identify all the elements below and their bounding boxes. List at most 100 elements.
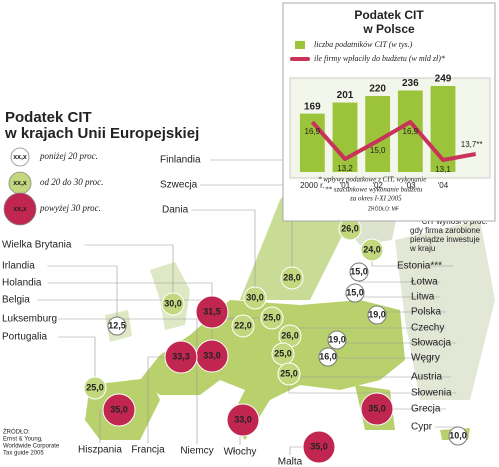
inset-source: ŹRÓDŁO: MF: [368, 205, 399, 212]
country-value: 25,0: [280, 368, 298, 378]
source-line: Worldwide Corporate: [3, 444, 60, 450]
footnote: * wpływy podatkowe z CIT, wykonanie: [318, 176, 426, 184]
country-value: 28,0: [283, 272, 301, 282]
country-name: Dania: [162, 205, 189, 216]
country-bubble: [277, 362, 301, 386]
note-line: pieniądze inwestuje: [410, 235, 480, 244]
country-bubble: [448, 426, 468, 446]
footnote: za okres I-XI 2005: [349, 195, 402, 203]
country-value: 35,0: [310, 441, 328, 451]
source-line: Tax guide 2005: [3, 451, 44, 457]
legend-label: poniżej 20 proc.: [39, 151, 98, 161]
x-tick-label: '01: [340, 181, 351, 190]
country-name: Wielka Brytania: [2, 240, 72, 251]
country-value: 33,0: [203, 350, 221, 360]
line-label: 16,9: [305, 127, 321, 136]
bar: [332, 102, 358, 172]
country-value: 10,0: [449, 430, 467, 440]
country-value: 25,0: [274, 348, 292, 358]
land-east: [395, 220, 495, 400]
bar-label: 249: [435, 74, 452, 85]
country-name: Francja: [131, 445, 165, 456]
leader-line: [47, 265, 118, 326]
x-tick-label: '02: [372, 181, 383, 190]
bar-label: 220: [369, 84, 386, 95]
inset-chart: Podatek CIT w Polsce * wpływy podatkowe …: [282, 2, 496, 222]
legend-label: liczba podatników CIT (w tys.): [314, 40, 413, 49]
inset-title: w Polsce: [362, 22, 415, 36]
country-value: 15,0: [350, 266, 368, 276]
country-value: 35,0: [368, 403, 386, 413]
country-value: 31,5: [203, 306, 221, 316]
country-value: 26,0: [281, 330, 299, 340]
country-bubble: [302, 430, 336, 464]
note-line: *** CIT wynosi 0 proc.: [410, 217, 488, 226]
legend-symbol: xx,x: [13, 206, 27, 213]
country-value: 24,0: [363, 244, 381, 254]
country-bubble: [231, 314, 255, 338]
country-name: Hiszpania: [78, 445, 122, 456]
leader-line: [84, 244, 174, 304]
source-line: ŹRÓDŁO:: [3, 429, 30, 436]
country-value: 30,0: [246, 292, 264, 302]
leader-line: [58, 336, 96, 388]
country-value: 25,0: [86, 382, 104, 392]
country-bubble: [327, 330, 347, 350]
note-line: w kraju: [409, 244, 435, 253]
country-bubble: [164, 340, 198, 374]
country-name: Irlandia: [2, 261, 35, 272]
country-name: Malta: [278, 457, 303, 467]
country-bubble: [360, 392, 394, 426]
line-label: 13,7**: [461, 140, 483, 149]
legend-label: powyżej 30 proc.: [39, 203, 101, 213]
country-bubble: [195, 295, 229, 329]
legend-swatch: [3, 192, 37, 226]
country-name: Finlandia: [160, 155, 201, 166]
country-value: 33,3: [172, 351, 190, 361]
country-name: Węgry: [411, 353, 440, 364]
legend-label: od 20 do 30 proc.: [40, 177, 103, 187]
country-value: 19,0: [368, 309, 386, 319]
legend-symbol: xx,x: [13, 154, 27, 161]
country-name: Niemcy: [180, 446, 213, 457]
source: ŹRÓDŁO: Ernst & Young, Worldwide Corpora…: [3, 429, 60, 457]
country-value: 30,0: [164, 298, 182, 308]
country-name: Słowacja: [411, 338, 451, 349]
country-name: Luksemburg: [2, 314, 57, 325]
country-name: Estonia***: [397, 261, 442, 272]
country-bubble: [318, 347, 338, 367]
x-tick-label: 2000 r.: [300, 181, 324, 190]
country-bubble: [83, 376, 107, 400]
country-name: Grecja: [411, 404, 441, 415]
country-bubble: [226, 403, 260, 437]
line: [310, 120, 477, 162]
country-value: 16,0: [319, 351, 337, 361]
country-name: Polska: [411, 307, 441, 318]
country-value: 26,0: [341, 223, 359, 233]
country-name: Szwecja: [160, 180, 198, 191]
bar-label: 201: [337, 90, 354, 101]
country-bubble: [243, 286, 267, 310]
country-bubble: [161, 292, 185, 316]
country-bubble: [367, 305, 387, 325]
x-tick-label: '03: [405, 181, 416, 190]
note: *** CIT wynosi 0 proc. gdy firma zarobio…: [409, 217, 488, 253]
source-line: Ernst & Young,: [3, 437, 43, 443]
country-value: 22,0: [234, 320, 252, 330]
country-name: Włochy: [224, 447, 257, 458]
footnote: ** szacunkowe wykonanie budżetu: [325, 186, 423, 194]
bar-label: 236: [402, 78, 419, 89]
country-name: Litwa: [411, 292, 435, 303]
country-value: 12,5: [108, 320, 126, 330]
country-bubble: [260, 306, 284, 330]
country-name: Łotwa: [411, 277, 438, 288]
inset-title: Podatek CIT: [354, 8, 424, 22]
line-label: 13,2: [337, 164, 353, 173]
country-bubble: [345, 283, 365, 303]
country-value: 33,0: [234, 414, 252, 424]
country-bubble: [349, 262, 369, 282]
line-label: 16,9: [403, 127, 419, 136]
country-bubble: [280, 266, 304, 290]
country-bubble: [107, 316, 127, 336]
